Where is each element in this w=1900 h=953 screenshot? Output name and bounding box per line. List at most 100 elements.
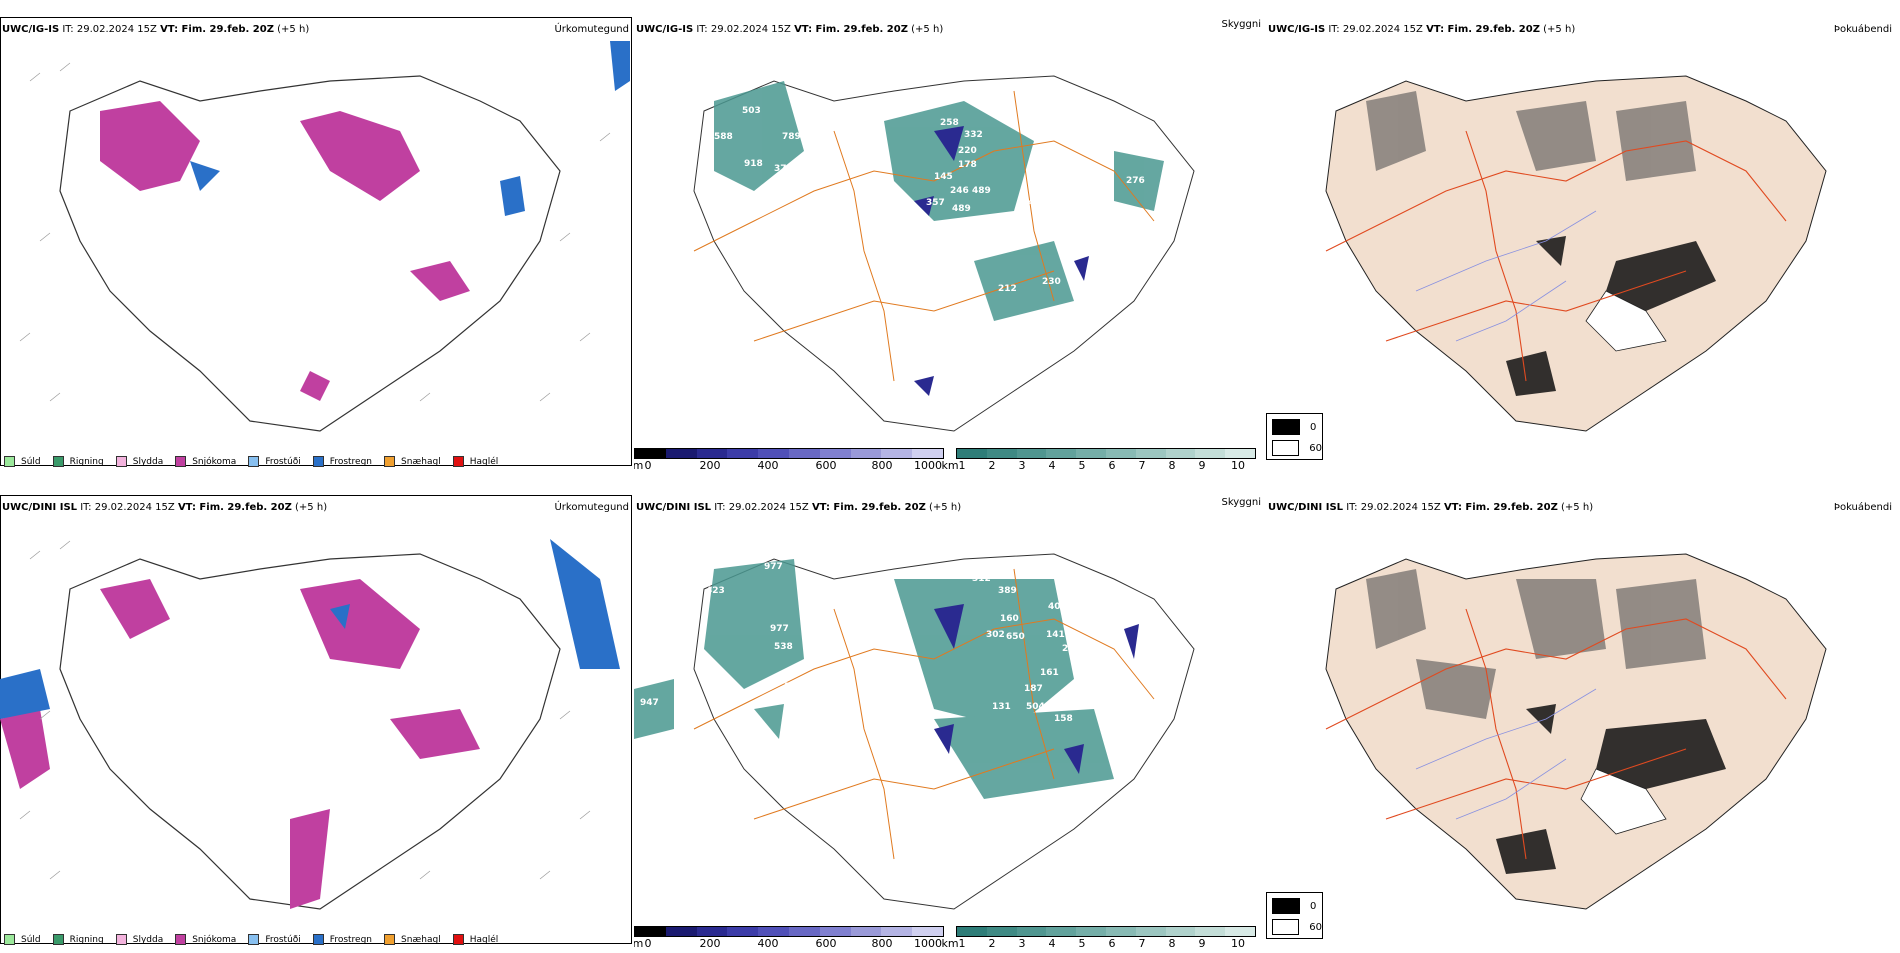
legend-item: Haglél [452,456,498,467]
height-label: 789 [782,132,801,142]
legend-item: Snjókoma [175,456,236,467]
colorbar-meters: m 0 200 400 600 800 1000 [634,926,944,951]
legend-swatch [312,934,324,945]
legend-swatch [1272,440,1300,456]
colorbar-bar [634,448,944,459]
height-label: 357 [926,198,945,208]
height-label: 145 [934,172,953,182]
legend-item: Súld [4,934,41,945]
height-label: 312 [972,574,991,584]
height-label: 276 [1126,176,1145,186]
colorbar-ticks: km 1 2 3 4 5 6 7 8 9 10 [941,937,1245,950]
height-label: 135 [1114,274,1133,284]
legend-swatch [115,456,127,467]
legend-item: 0 [1272,898,1322,914]
colorbar-meters: m 0 200 400 600 800 1000 [634,448,944,473]
fog-index-map [1325,75,1827,432]
legend-item: Frostúði [248,456,301,467]
height-label: 389 [998,586,1017,596]
fog-index-legend: 0 60 [1266,892,1323,939]
height-label: 977 [764,562,783,572]
legend-item: Slydda [115,456,163,467]
precip-legend: Súld Rigning Slydda Snjókoma Frostúði Fr… [4,934,498,945]
legend-swatch [1272,919,1300,935]
height-label: 372 [774,164,793,174]
legend-item: Frostregn [312,456,372,467]
panel-title: Skyggni [1221,19,1261,30]
panel-title: Úrkomutegund [554,502,629,513]
panel-fog-row1: UWC/IG-IS IT: 29.02.2024 15Z VT: Fim. 29… [1266,15,1900,475]
legend-item: Haglél [452,934,498,945]
legend-swatch [248,934,260,945]
height-label: 158 [1054,714,1073,724]
panel-title: Úrkomutegund [554,24,629,35]
height-label: 459 [1028,198,1047,208]
legend-swatch [175,456,187,467]
cloud-map: 503 588 789 918 372 258 332 220 178 145 … [693,75,1195,432]
height-label: 220 [944,270,963,280]
height-label: 423 [706,586,725,596]
panel-title: Skyggni [1221,497,1261,508]
legend-swatch [52,456,64,467]
legend-swatch [4,934,15,945]
height-label: 918 [744,159,763,169]
panel-header: UWC/IG-IS IT: 29.02.2024 15Z VT: Fim. 29… [636,24,944,35]
panel-header: UWC/DINI ISL IT: 29.02.2024 15Z VT: Fim.… [2,502,328,513]
cloud-map: 977 423 977 538 326 312 389 160 650 302 … [634,553,1195,910]
height-label: 270 [1012,226,1031,236]
panel-title: Þokuábendi [1833,24,1892,35]
height-label: 538 [774,642,793,652]
height-label: 131 [992,702,1011,712]
height-label: 161 [1040,668,1059,678]
panel-header: UWC/IG-IS IT: 29.02.2024 15Z VT: Fim. 29… [1268,24,1576,35]
height-label: 339 [1084,588,1103,598]
legend-item: Rigning [52,456,104,467]
height-label: 302 [986,630,1005,640]
height-label: 178 [958,160,977,170]
legend-item: Rigning [52,934,104,945]
colorbar-ticks: m 0 200 400 600 800 1000 [634,459,942,472]
precip-type-map [19,41,630,432]
legend-swatch [115,934,127,945]
height-label: 503 [742,106,761,116]
height-label: 489 [952,204,971,214]
legend-item: 60 [1272,919,1322,935]
legend-swatch [384,934,396,945]
legend-swatch [384,456,396,467]
height-label: 220 [958,146,977,156]
height-label: 230 [1042,277,1061,287]
height-label: 157 [1100,714,1119,724]
panel-fog-row2: UWC/DINI ISL IT: 29.02.2024 15Z VT: Fim.… [1266,493,1900,953]
legend-swatch [175,934,187,945]
height-label: 332 [964,130,983,140]
height-label: 588 [714,132,733,142]
colorbar-km: km 1 2 3 4 5 6 7 8 9 10 [941,926,1256,951]
panel-title: Þokuábendi [1833,502,1892,513]
legend-swatch [52,934,64,945]
legend-swatch [248,456,260,467]
height-label: 200 [1062,644,1081,654]
legend-item: Snæhagl [384,456,441,467]
panel-cloud-row1: UWC/IG-IS IT: 29.02.2024 15Z VT: Fim. 29… [634,15,1266,475]
panel-precip-row2: UWC/DINI ISL IT: 29.02.2024 15Z VT: Fim.… [0,493,632,953]
colorbar-bar [956,448,1256,459]
height-label: 100 [940,858,959,868]
height-label: 100 [930,398,949,408]
legend-swatch [312,456,324,467]
legend-item: 0 [1272,419,1322,435]
fog-index-map [1325,553,1827,910]
height-label: 947 [640,698,659,708]
legend-item: Frostregn [312,934,372,945]
panel-header: UWC/IG-IS IT: 29.02.2024 15Z VT: Fim. 29… [2,24,310,35]
height-label: 246 [950,186,969,196]
legend-swatch [1272,419,1300,435]
height-label: 160 [1000,614,1019,624]
fog-index-legend: 0 60 [1266,413,1323,460]
panel-header: UWC/DINI ISL IT: 29.02.2024 15Z VT: Fim.… [636,502,962,513]
panel-header: UWC/DINI ISL IT: 29.02.2024 15Z VT: Fim.… [1268,502,1594,513]
height-label: 489 [972,186,991,196]
colorbar-bar [634,926,944,937]
colorbar-ticks: m 0 200 400 600 800 1000 [634,937,942,950]
height-label: 400 [1048,602,1067,612]
legend-swatch [452,456,464,467]
